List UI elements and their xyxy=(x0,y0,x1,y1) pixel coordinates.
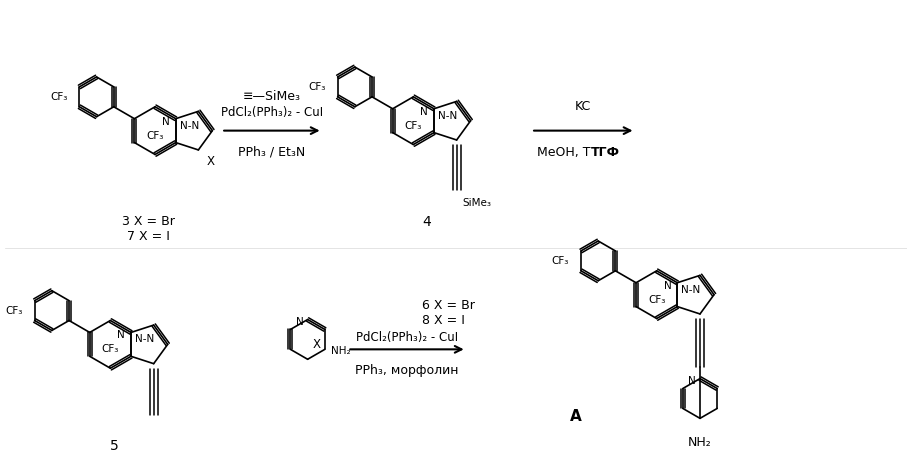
Text: NH₂: NH₂ xyxy=(331,346,350,356)
Text: ≡—SiMe₃: ≡—SiMe₃ xyxy=(242,90,301,103)
Text: X: X xyxy=(206,155,214,168)
Text: SiMe₃: SiMe₃ xyxy=(462,198,491,208)
Text: CF₃: CF₃ xyxy=(648,294,666,304)
Text: N-N: N-N xyxy=(180,121,199,131)
Text: 3 X = Br: 3 X = Br xyxy=(123,215,175,228)
Text: N-N: N-N xyxy=(438,111,458,121)
Text: 4: 4 xyxy=(422,215,431,229)
Text: CF₃: CF₃ xyxy=(552,256,569,266)
Text: N: N xyxy=(117,331,125,341)
Text: 8 X = I: 8 X = I xyxy=(422,314,465,327)
Text: ТГФ: ТГФ xyxy=(590,145,619,159)
Text: KC: KC xyxy=(575,100,591,113)
Text: 5: 5 xyxy=(110,439,118,453)
Text: A: A xyxy=(570,409,582,424)
Text: N: N xyxy=(688,376,696,386)
Text: N: N xyxy=(162,117,170,127)
Text: CF₃: CF₃ xyxy=(146,131,163,141)
Text: N-N: N-N xyxy=(681,285,701,294)
Text: N: N xyxy=(664,281,671,291)
Text: N: N xyxy=(420,107,428,117)
Text: X: X xyxy=(312,338,321,352)
Text: PdCl₂(PPh₃)₂ - CuI: PdCl₂(PPh₃)₂ - CuI xyxy=(221,106,323,119)
Text: 6 X = Br: 6 X = Br xyxy=(422,299,475,312)
Text: N-N: N-N xyxy=(135,334,154,344)
Text: PPh₃, морфолин: PPh₃, морфолин xyxy=(355,364,459,377)
Text: 7 X = I: 7 X = I xyxy=(127,230,170,243)
Text: PdCl₂(PPh₃)₂ - CuI: PdCl₂(PPh₃)₂ - CuI xyxy=(356,332,458,344)
Text: CF₃: CF₃ xyxy=(5,305,23,315)
Text: CF₃: CF₃ xyxy=(102,344,119,354)
Text: N: N xyxy=(296,316,303,326)
Text: CF₃: CF₃ xyxy=(405,121,422,131)
Text: CF₃: CF₃ xyxy=(309,82,326,92)
Text: PPh₃ / Et₃N: PPh₃ / Et₃N xyxy=(238,145,305,159)
Text: NH₂: NH₂ xyxy=(688,436,712,449)
Text: MeOH, Т: MeOH, Т xyxy=(537,145,594,159)
Text: CF₃: CF₃ xyxy=(50,92,67,102)
